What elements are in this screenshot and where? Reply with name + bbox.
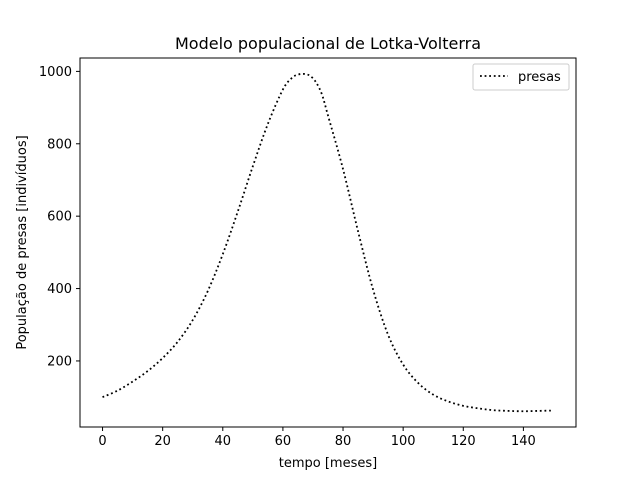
- x-axis-label: tempo [meses]: [279, 456, 377, 471]
- legend-label-presas: presas: [518, 70, 561, 85]
- y-tick-label: 1000: [39, 65, 72, 80]
- y-axis-ticks: 200 400 600 800 1000: [39, 65, 80, 369]
- legend: presas: [472, 63, 570, 91]
- x-tick-label: 80: [335, 434, 352, 449]
- chart-title: Modelo populacional de Lotka-Volterra: [175, 34, 481, 53]
- plot-area: [79, 57, 577, 428]
- x-tick-label: 120: [451, 434, 476, 449]
- x-tick-label: 140: [511, 434, 536, 449]
- plot-background: [80, 58, 576, 427]
- y-tick-label: 400: [47, 282, 72, 297]
- y-tick-label: 800: [47, 137, 72, 152]
- x-tick-label: 20: [154, 434, 171, 449]
- x-tick-label: 60: [275, 434, 292, 449]
- y-tick-label: 600: [47, 210, 72, 225]
- x-tick-label: 100: [391, 434, 416, 449]
- x-tick-label: 40: [215, 434, 232, 449]
- y-axis-label: População de presas [indivíduos]: [15, 135, 30, 349]
- x-axis-ticks: 0 20 40 60 80 100 120 140: [98, 427, 536, 449]
- y-tick-label: 200: [47, 354, 72, 369]
- series-line-presas: [102, 72, 554, 413]
- x-tick-label: 0: [98, 434, 106, 449]
- axes-frame: [79, 57, 577, 428]
- legend-box: [472, 63, 570, 91]
